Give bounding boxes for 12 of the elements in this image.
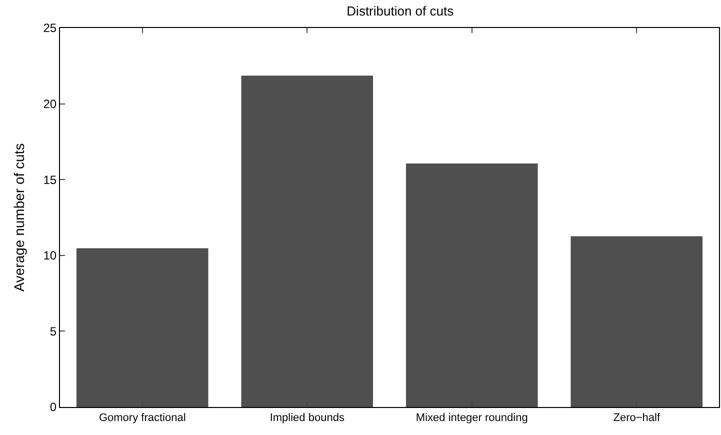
y-tick-label: 25 bbox=[43, 21, 57, 36]
x-tick-label: Mixed integer rounding bbox=[416, 412, 528, 424]
y-tick-label: 10 bbox=[43, 248, 57, 263]
x-tick-label: Zero−half bbox=[613, 412, 661, 424]
y-tick-label: 0 bbox=[50, 400, 57, 414]
chart-title: Distribution of cuts bbox=[346, 4, 454, 19]
x-tick-label: Implied bounds bbox=[270, 412, 345, 424]
y-tick-label: 15 bbox=[43, 172, 57, 187]
y-tick-label: 20 bbox=[43, 97, 57, 111]
y-tick-label: 5 bbox=[50, 324, 57, 338]
y-axis-title: Average number of cuts bbox=[10, 143, 27, 292]
x-tick-label: Gomory fractional bbox=[98, 412, 186, 424]
